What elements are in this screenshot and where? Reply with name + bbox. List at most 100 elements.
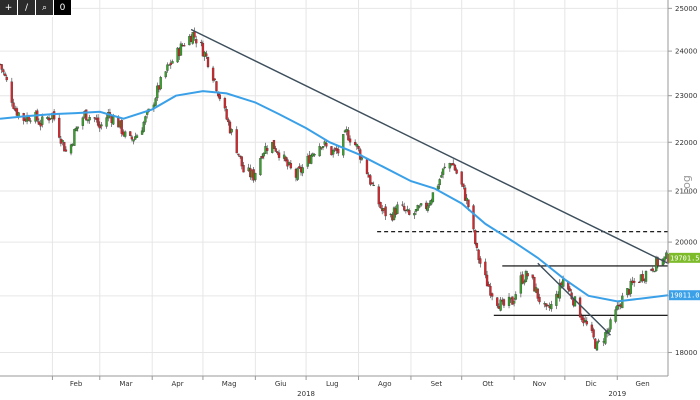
- candle-body: [523, 281, 526, 284]
- candle-body: [653, 270, 656, 273]
- candle-body: [633, 280, 636, 283]
- chart-toolbar: + / ⌕ 0: [0, 0, 72, 17]
- candle-body: [332, 149, 335, 155]
- candle-body: [215, 81, 218, 92]
- candle-body: [465, 197, 468, 201]
- candle-body: [342, 134, 345, 156]
- zero-icon[interactable]: 0: [54, 0, 71, 15]
- candle-body: [321, 146, 325, 148]
- candle-body: [485, 274, 489, 287]
- candle-body: [561, 279, 565, 287]
- candle-body: [353, 141, 357, 146]
- candle-body: [641, 273, 644, 282]
- candle-body: [377, 186, 380, 205]
- price-label-text: 19011.0213: [670, 292, 700, 300]
- pencil-icon[interactable]: /: [18, 0, 35, 15]
- candle-body: [27, 116, 30, 121]
- candle-body: [490, 293, 494, 297]
- candle-body: [296, 168, 299, 180]
- candle-body: [416, 205, 419, 211]
- candle-body: [448, 162, 451, 169]
- candle-body: [629, 280, 632, 294]
- candle-body: [159, 77, 162, 90]
- candle-body: [183, 45, 186, 47]
- y-tick-label: 20000: [675, 239, 697, 247]
- candle-body: [171, 61, 174, 64]
- candle-body: [403, 206, 406, 211]
- x-tick-label: Ago: [378, 380, 392, 388]
- candle-body: [191, 32, 194, 44]
- x-tick-label: Dic: [585, 380, 596, 388]
- year-label: 2018: [297, 390, 315, 398]
- x-tick-label: Apr: [172, 380, 184, 388]
- candle-body: [218, 94, 221, 100]
- candle-body: [164, 71, 167, 78]
- candle-body: [389, 213, 392, 215]
- candle-body: [514, 294, 517, 300]
- candle-body: [379, 202, 382, 209]
- candle-body: [538, 296, 541, 303]
- candle-body: [179, 43, 183, 56]
- candle-body: [10, 81, 13, 103]
- x-axis-ticks: Feb Mar Apr Mag Giu Lug Ago Set Ott Nov Dic Gen 2018…: [51, 376, 650, 398]
- candle-body: [63, 142, 66, 152]
- candle-body: [277, 152, 281, 158]
- x-tick-label: Mar: [119, 380, 132, 388]
- candle-body: [463, 187, 467, 201]
- candle-body: [81, 117, 85, 126]
- candle-body: [550, 304, 553, 310]
- x-tick-label: Mag: [222, 380, 237, 388]
- candle-body: [282, 154, 286, 159]
- candle-body: [120, 119, 123, 134]
- crosshair-icon[interactable]: +: [0, 0, 17, 15]
- candle-body: [93, 117, 96, 119]
- x-tick-label: Nov: [533, 380, 547, 388]
- candle-body: [475, 243, 479, 248]
- candle-body: [524, 271, 528, 282]
- y-tick-label: 22000: [675, 139, 697, 147]
- candle-body: [431, 192, 435, 202]
- candle-body: [223, 98, 227, 109]
- x-tick-label: Ott: [482, 380, 493, 388]
- candle-body: [260, 155, 264, 159]
- candle-body: [531, 274, 534, 278]
- candle-body: [100, 124, 103, 127]
- candle-body: [651, 268, 654, 271]
- candle-body: [205, 53, 208, 57]
- candle-body: [132, 139, 135, 142]
- candle-body: [585, 321, 588, 325]
- candle-body: [512, 300, 516, 304]
- candle-body: [408, 210, 411, 215]
- y-tick-label: 25000: [675, 5, 697, 13]
- candle-body: [487, 284, 490, 287]
- candle-body: [595, 341, 599, 351]
- moving-average-line: [0, 90, 669, 303]
- candle-body: [240, 156, 243, 167]
- candle-body: [441, 168, 445, 175]
- candle-body: [301, 167, 304, 174]
- trendline: [190, 28, 669, 264]
- candle-body: [533, 277, 536, 292]
- candle-body: [558, 282, 561, 299]
- candle-body: [2, 69, 5, 73]
- candle-body: [614, 309, 617, 322]
- candle-body: [406, 209, 409, 211]
- candle-body: [235, 129, 238, 154]
- candle-body: [144, 116, 147, 123]
- candle-body: [284, 156, 287, 161]
- candle-body: [29, 120, 32, 122]
- candle-body: [438, 179, 441, 186]
- candle-body: [578, 297, 582, 318]
- candle-body: [546, 304, 550, 307]
- candle-body: [597, 340, 600, 342]
- candle-body: [227, 119, 230, 123]
- candle-body: [396, 204, 399, 214]
- magnifier-icon[interactable]: ⌕: [36, 0, 53, 15]
- candle-body: [453, 164, 457, 171]
- candle-body: [313, 154, 316, 156]
- candle-body: [254, 173, 257, 180]
- candle-body: [604, 332, 607, 344]
- price-label-bg: [669, 290, 700, 301]
